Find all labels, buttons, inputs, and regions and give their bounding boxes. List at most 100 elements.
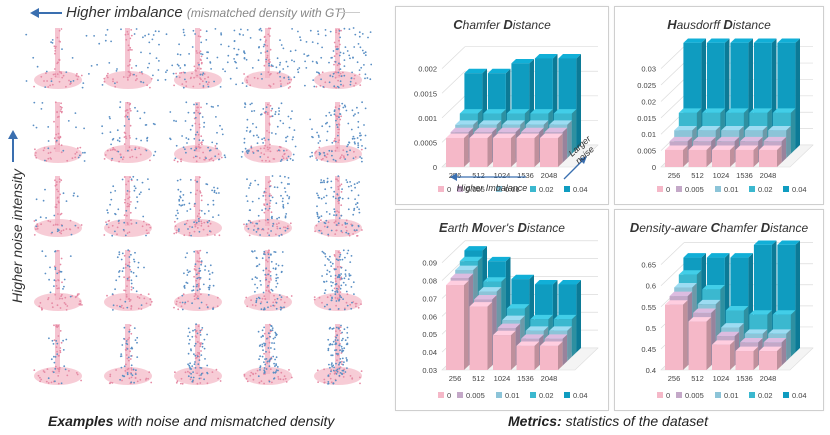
cloud-point: [283, 306, 285, 309]
y-tick-label: 0.04: [422, 348, 437, 357]
cloud-point: [54, 101, 57, 104]
cloud-point: [272, 355, 275, 358]
cloud-point: [334, 114, 337, 117]
cloud-point: [54, 380, 56, 383]
cloud-point: [270, 72, 272, 75]
bar-top: [688, 145, 712, 150]
bar-top: [730, 253, 753, 258]
cloud-point: [211, 189, 213, 192]
cloud-point: [268, 234, 271, 237]
cloud-point: [47, 86, 50, 88]
cloud-point: [51, 39, 54, 41]
cloud-point: [328, 327, 331, 330]
cloud-point: [288, 78, 290, 81]
cloud-point: [339, 366, 342, 368]
bar-top: [459, 256, 483, 262]
cloud-point: [339, 361, 342, 364]
cloud-point: [147, 66, 149, 69]
cloud-point: [108, 219, 111, 222]
bar-side: [534, 133, 540, 167]
cloud-point: [326, 130, 329, 133]
cloud-point: [263, 211, 266, 214]
cloud-point: [179, 195, 181, 198]
legend-item: 0: [438, 391, 451, 400]
bar-side: [571, 109, 577, 154]
cloud-point: [204, 358, 206, 360]
title-text: over's: [482, 221, 518, 235]
cloud-point: [324, 289, 327, 292]
cloud-point: [266, 286, 268, 289]
cloud-point: [339, 196, 341, 199]
cloud-point: [333, 109, 336, 112]
cloud-point: [69, 219, 72, 222]
cloud-base: [104, 145, 152, 163]
cloud-stem: [335, 324, 340, 374]
bar-top: [759, 346, 782, 352]
cloud-point: [181, 301, 184, 304]
cloud-point: [339, 295, 341, 297]
cloud-point: [205, 30, 208, 33]
cloud-point: [263, 250, 266, 253]
bar-front: [712, 149, 730, 167]
cloud-point: [208, 278, 211, 281]
cloud-point: [341, 154, 343, 156]
cloud-point: [267, 59, 270, 62]
cloud-point: [83, 160, 86, 162]
cloud-point: [311, 135, 313, 138]
cloud-point: [195, 323, 197, 326]
cloud-point: [36, 225, 39, 227]
cloud-point: [329, 366, 331, 369]
cloud-point: [344, 273, 347, 275]
cloud-point: [259, 355, 261, 358]
legend-item: 0.02: [749, 391, 773, 400]
cloud-point: [47, 140, 50, 142]
cloud-point: [103, 80, 106, 83]
cloud-point: [175, 381, 178, 384]
cloud-point: [123, 143, 126, 145]
cloud-point: [255, 222, 258, 225]
bar-top: [469, 133, 493, 138]
cloud-point: [341, 339, 343, 342]
cloud-point: [245, 130, 248, 132]
bar-top: [697, 299, 721, 305]
cloud-point: [128, 231, 131, 234]
cloud-point: [267, 138, 270, 141]
cloud-point: [178, 43, 180, 46]
cloud-point: [126, 372, 129, 374]
cloud-point: [197, 145, 200, 148]
cloud-point: [177, 297, 180, 299]
cloud-point: [200, 301, 203, 304]
cloud-point: [128, 328, 131, 331]
cloud-point: [196, 289, 199, 292]
cloud-point: [260, 308, 263, 311]
cloud-point: [339, 68, 342, 70]
cloud-point: [209, 222, 212, 225]
cloud-point: [343, 104, 346, 107]
cloud-point: [286, 159, 289, 162]
cloud-point: [289, 50, 292, 53]
cloud-point: [191, 335, 194, 338]
cloud-point: [174, 371, 176, 374]
cloud-point: [249, 84, 252, 87]
cloud-point: [191, 289, 193, 292]
cloud-point: [47, 220, 50, 222]
cloud-point: [328, 259, 330, 261]
cloud-point: [127, 356, 130, 359]
bar-top: [688, 317, 712, 322]
cloud-point: [133, 33, 136, 35]
cloud-point: [136, 380, 139, 383]
cloud-point: [320, 179, 323, 181]
cloud-point: [280, 158, 283, 161]
legend-label: 0.02: [539, 391, 554, 400]
cloud-point: [203, 212, 206, 215]
cloud-point: [341, 348, 343, 350]
cloud-point: [340, 29, 342, 32]
cloud-point: [321, 275, 323, 277]
cloud-point: [125, 209, 128, 212]
cloud-point: [243, 51, 245, 54]
cloud-point: [335, 214, 338, 216]
cloud-point: [321, 71, 324, 74]
legend-label: 0: [447, 185, 451, 194]
cloud-point: [315, 85, 318, 88]
